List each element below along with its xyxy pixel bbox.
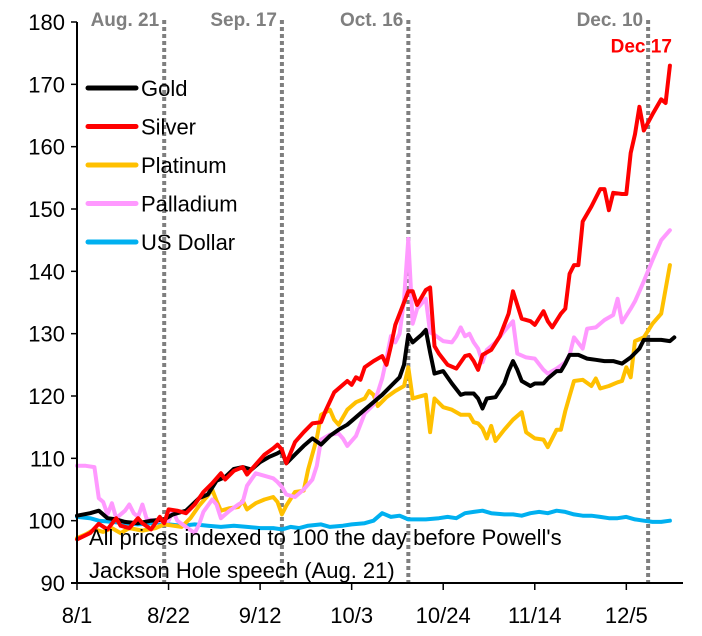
event-label: Aug. 21 [91, 10, 160, 31]
y-tick-label: 140 [28, 259, 65, 284]
event-label: Dec. 10 [577, 10, 644, 31]
event-label: Sep. 17 [210, 10, 277, 31]
x-tick-label: 10/24 [416, 603, 471, 628]
x-tick-label: 11/14 [508, 603, 561, 628]
series-lines [75, 63, 677, 542]
legend-label-gold: Gold [141, 76, 187, 101]
legend-label-palladium: Palladium [141, 192, 238, 217]
x-tick-label: 9/12 [239, 603, 282, 628]
x-tick-label: 8/1 [62, 603, 93, 628]
y-tick-label: 100 [28, 509, 65, 534]
legend: Gold Silver Platinum Palladium US Dollar [85, 76, 238, 255]
y-tick-label: 130 [28, 322, 65, 347]
silver-end-label: Dec 17 [611, 37, 672, 58]
event-labels: Aug. 21 Sep. 17 Oct. 16 Dec. 10 [91, 10, 644, 31]
x-tick-label: 8/22 [147, 603, 190, 628]
x-tick-label: 10/3 [330, 603, 373, 628]
legend-label-silver: Silver [141, 115, 196, 140]
series-line-gold [75, 327, 677, 526]
y-tick-label: 160 [28, 135, 65, 160]
index-note: All prices indexed to 100 the day before… [89, 525, 562, 583]
axes: 90 100 110 120 130 140 150 160 170 180 8/1 8/22 9/1… [28, 10, 683, 628]
x-ticks: 8/1 8/22 9/12 10/3 10/24 11/14 12/5 [62, 583, 648, 628]
y-tick-label: 150 [28, 197, 65, 222]
series-line-us-dollar [75, 508, 672, 532]
legend-label-us-dollar: US Dollar [141, 230, 235, 255]
legend-label-platinum: Platinum [141, 153, 227, 178]
y-ticks: 90 100 110 120 130 140 150 160 170 180 [28, 10, 77, 596]
event-label: Oct. 16 [340, 10, 403, 31]
x-tick-label: 12/5 [605, 603, 648, 628]
note-line-1: All prices indexed to 100 the day before… [89, 525, 562, 550]
series-line-palladium [75, 228, 672, 536]
y-tick-label: 90 [41, 571, 65, 596]
y-tick-label: 120 [28, 384, 65, 409]
series-line-silver [75, 63, 672, 542]
note-line-2: Jackson Hole speech (Aug. 21) [89, 558, 395, 583]
y-tick-label: 110 [30, 446, 65, 471]
y-tick-label: 180 [28, 10, 65, 35]
y-tick-label: 170 [28, 72, 65, 97]
